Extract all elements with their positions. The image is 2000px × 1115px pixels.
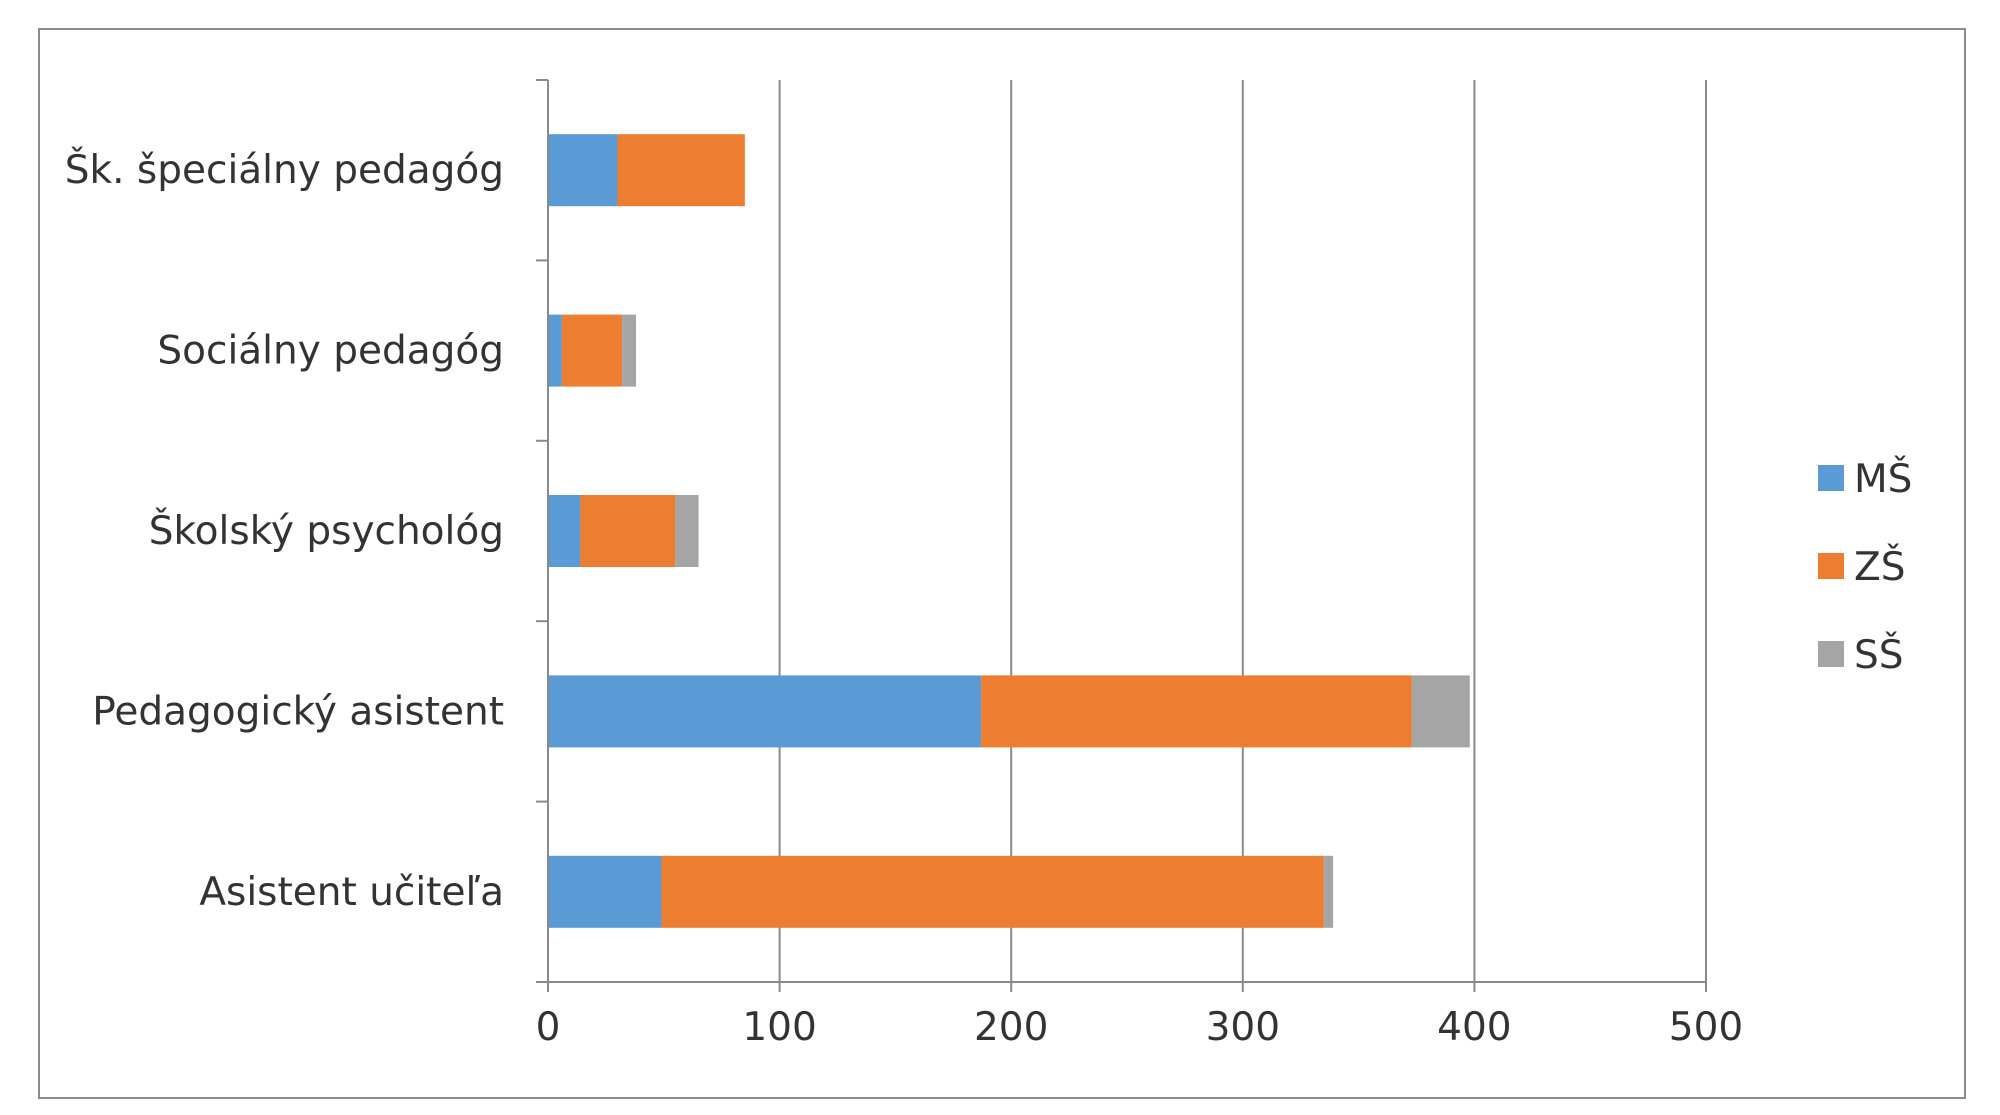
legend-label-2: SŠ — [1854, 631, 1904, 678]
bar-4-2 — [1323, 855, 1334, 928]
category-label-3: Pedagogický asistent — [92, 689, 504, 734]
category-labels: Šk. špeciálny pedagóg Sociálny pedagóg Ško… — [65, 146, 504, 915]
legend: MŠ ZŠ SŠ — [1818, 455, 1912, 678]
bar-3-1 — [981, 675, 1412, 748]
bar-2-2 — [675, 495, 699, 567]
legend-swatch-2 — [1818, 641, 1844, 667]
x-tick-label-500: 500 — [1669, 1005, 1743, 1050]
x-tick-label-300: 300 — [1206, 1005, 1280, 1050]
bar-1-0 — [548, 314, 562, 387]
bar-0-1 — [617, 134, 745, 207]
bar-4-1 — [661, 855, 1324, 928]
category-label-2: Školský psychológ — [149, 507, 504, 554]
x-tick-label-100: 100 — [742, 1005, 816, 1050]
bar-1-2 — [622, 314, 637, 387]
category-label-1: Sociálny pedagóg — [157, 329, 504, 374]
bars — [548, 134, 1470, 928]
x-tick-label-200: 200 — [974, 1005, 1048, 1050]
x-tick-label-400: 400 — [1437, 1005, 1511, 1050]
x-tick-labels: 0 100 200 300 400 500 — [536, 1005, 1744, 1050]
bar-3-0 — [548, 675, 982, 748]
legend-swatch-0 — [1818, 465, 1844, 491]
x-tick-label-0: 0 — [536, 1005, 561, 1050]
legend-swatch-1 — [1818, 553, 1844, 579]
gridlines — [778, 80, 1707, 982]
bar-3-2 — [1411, 675, 1470, 748]
bar-1-1 — [561, 314, 623, 387]
legend-label-0: MŠ — [1854, 455, 1912, 502]
bar-0-0 — [548, 134, 618, 207]
axes — [536, 79, 1707, 992]
bar-2-1 — [580, 495, 676, 567]
bar-4-0 — [548, 855, 662, 928]
legend-label-1: ZŠ — [1854, 543, 1905, 590]
category-label-0: Šk. špeciálny pedagóg — [65, 146, 504, 193]
bar-2-0 — [548, 495, 581, 567]
category-label-4: Asistent učiteľa — [199, 870, 504, 915]
